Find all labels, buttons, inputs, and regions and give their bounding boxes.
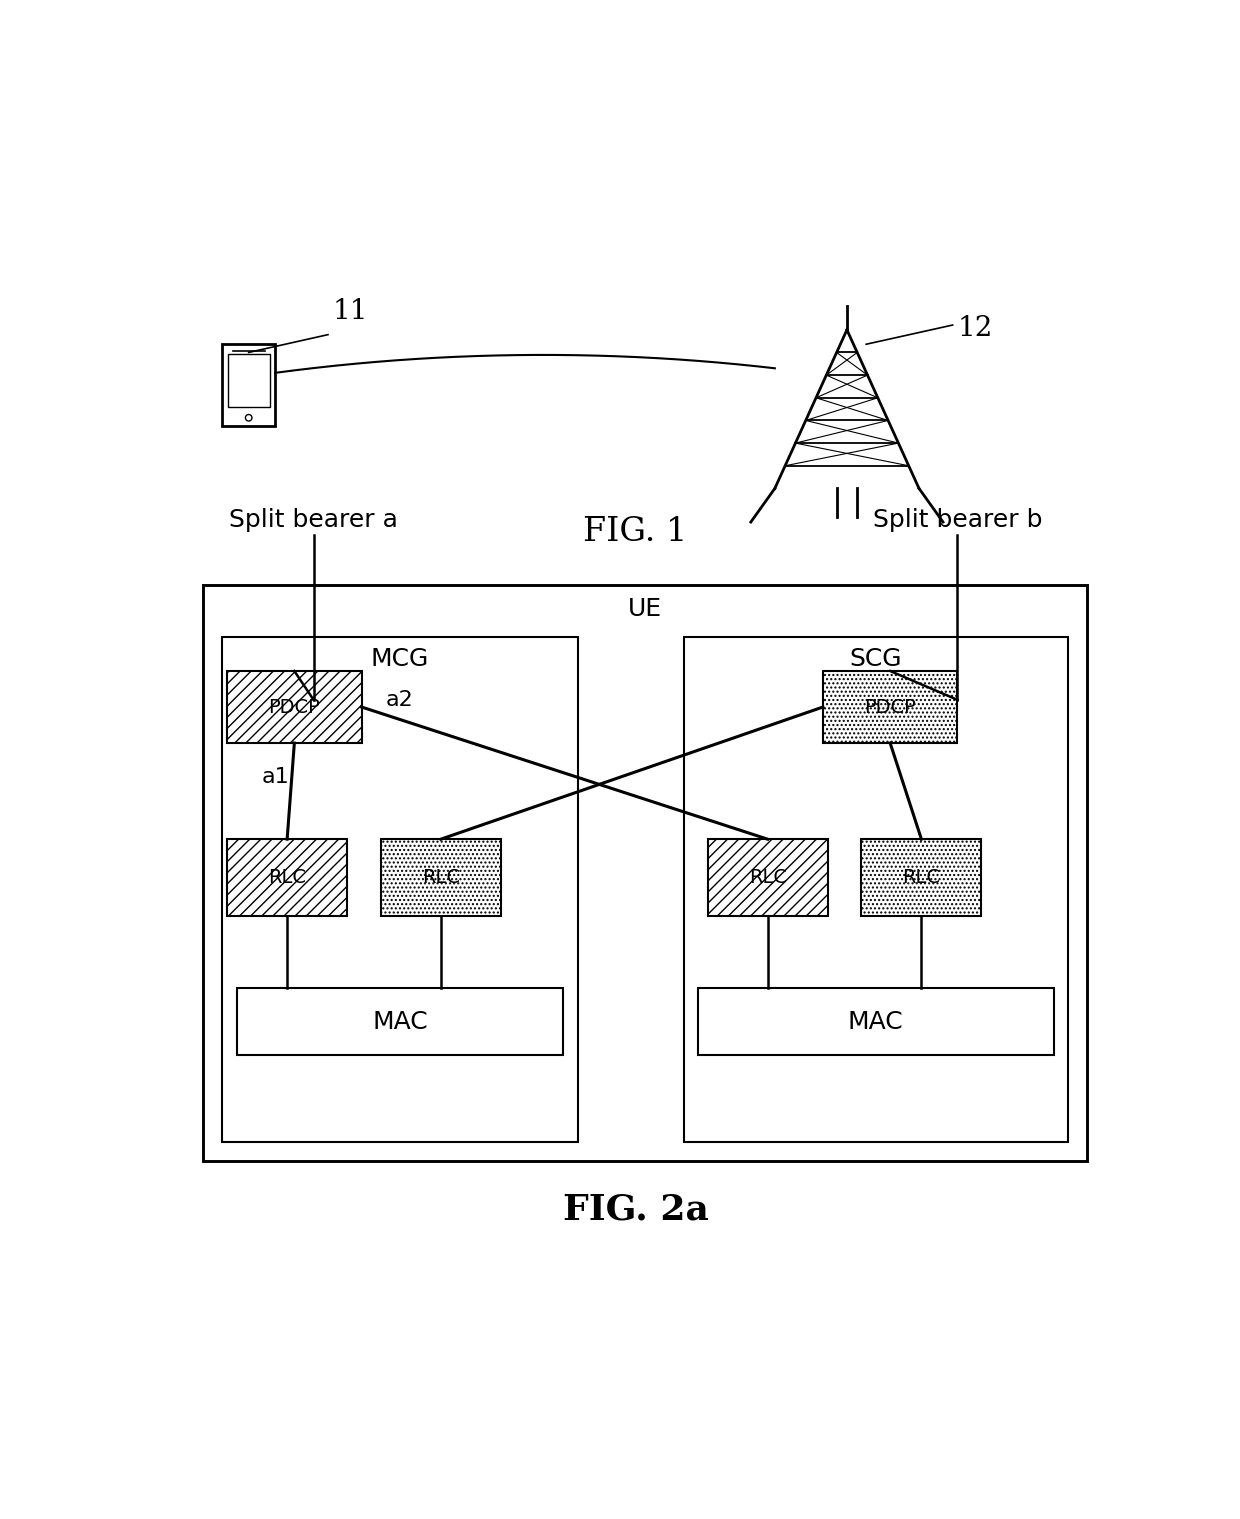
Bar <box>708 838 828 916</box>
Bar <box>222 638 578 1142</box>
Bar <box>823 671 957 743</box>
Bar <box>203 585 1087 1161</box>
Bar <box>227 671 362 743</box>
Text: a1: a1 <box>262 767 290 787</box>
Text: MAC: MAC <box>848 1010 904 1034</box>
Text: MCG: MCG <box>371 647 429 670</box>
Bar <box>228 354 270 407</box>
Bar <box>381 838 501 916</box>
Bar <box>862 838 982 916</box>
Text: PDCP: PDCP <box>864 697 916 717</box>
Text: RLC: RLC <box>749 869 786 887</box>
Bar <box>698 989 1054 1056</box>
Text: SCG: SCG <box>849 647 901 670</box>
Text: UE: UE <box>627 597 662 621</box>
Text: 11: 11 <box>332 298 368 325</box>
Text: RLC: RLC <box>422 869 460 887</box>
Bar <box>237 989 563 1056</box>
Text: RLC: RLC <box>903 869 940 887</box>
Text: MAC: MAC <box>372 1010 428 1034</box>
Text: FIG. 2a: FIG. 2a <box>563 1192 708 1226</box>
Text: a2: a2 <box>386 690 413 709</box>
Text: Split bearer a: Split bearer a <box>229 507 398 532</box>
Text: PDCP: PDCP <box>269 697 320 717</box>
Text: RLC: RLC <box>268 869 306 887</box>
Text: Split bearer b: Split bearer b <box>873 507 1042 532</box>
Bar <box>227 838 347 916</box>
Bar <box>222 345 275 425</box>
Text: FIG. 1: FIG. 1 <box>583 515 688 548</box>
Text: 12: 12 <box>957 316 993 342</box>
Bar <box>683 638 1068 1142</box>
